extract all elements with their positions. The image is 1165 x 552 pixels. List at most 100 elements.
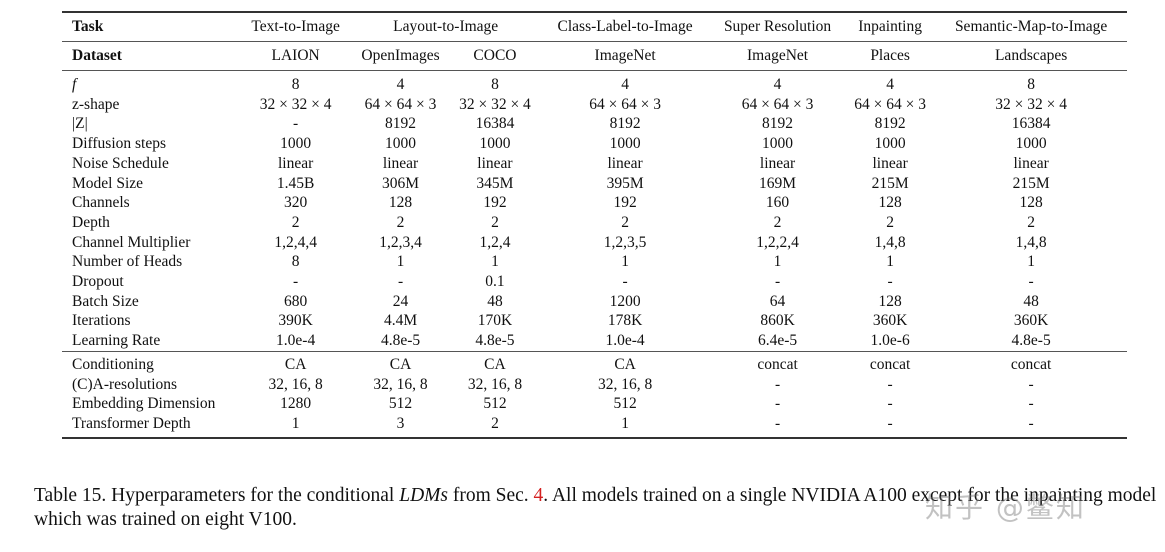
header-task: Semantic-Map-to-Image bbox=[935, 11, 1127, 42]
table-row: Depth 2 2 2 2 2 2 2 bbox=[62, 213, 1127, 233]
table-cell: 2 bbox=[396, 213, 405, 231]
table-cell: linear bbox=[382, 154, 419, 172]
row-label: Diffusion steps bbox=[62, 134, 240, 154]
dataset-label: Dataset bbox=[72, 47, 122, 64]
header-dataset-label: Dataset bbox=[62, 41, 240, 71]
task-label: Task bbox=[72, 18, 104, 35]
table-row: Noise Schedule linear linear linear linear li… bbox=[62, 154, 1127, 174]
table-cell: 4.8e-5 bbox=[1011, 332, 1051, 350]
table-row: Dropout - - 0.1 - - - - bbox=[62, 272, 1127, 292]
row-label: Batch Size bbox=[62, 292, 240, 312]
table-row: z-shape 32 × 32 × 4 64 × 64 × 3 32 × 32 × 4… bbox=[62, 95, 1127, 115]
table-cell: 128 bbox=[878, 194, 902, 212]
table-cell: - bbox=[293, 273, 299, 291]
table-cell: 1,4,8 bbox=[1015, 233, 1047, 251]
row-label-text: Batch Size bbox=[72, 292, 139, 310]
table-row: Diffusion steps 1000 1000 1000 1000 1000 1000 1… bbox=[62, 134, 1127, 154]
table-cell: 64 × 64 × 3 bbox=[854, 95, 926, 113]
table-cell: CA bbox=[351, 350, 450, 375]
table-cell: 345M bbox=[476, 174, 514, 192]
table-cell: - bbox=[293, 115, 299, 133]
table-cell: 1000 bbox=[609, 135, 641, 153]
table-cell: - bbox=[710, 413, 845, 439]
table-cell: 395M bbox=[606, 174, 644, 192]
row-label-text: |Z| bbox=[72, 115, 88, 133]
table-cell: - bbox=[887, 395, 893, 413]
table-cell: 4.8e-5 bbox=[475, 332, 515, 350]
table-cell: - bbox=[397, 273, 404, 291]
table-cell: - bbox=[1028, 375, 1034, 393]
section-reference-link[interactable]: 4 bbox=[533, 485, 544, 506]
table-row: Transformer Depth 1 3 2 1- - - bbox=[62, 413, 1127, 439]
table-cell: 4.8e-5 bbox=[380, 332, 421, 350]
table-cell: 1280 bbox=[280, 395, 312, 413]
table-cell: linear bbox=[277, 154, 314, 172]
caption-ldms: LDMs bbox=[399, 485, 448, 506]
table-cell: 1000 bbox=[762, 135, 794, 153]
table-cell: 1000 bbox=[1015, 135, 1047, 153]
table-cell: 360K bbox=[872, 312, 908, 330]
row-label: Channels bbox=[62, 193, 240, 213]
table-cell: 4 bbox=[621, 76, 629, 93]
table-row: (C)A-resolutions 32, 16, 8 32, 16, 8 32, 16… bbox=[62, 375, 1127, 395]
table-cell: 1,2,4,4 bbox=[274, 233, 317, 251]
table-cell: 320 bbox=[284, 194, 308, 212]
table-cell: 8192 bbox=[609, 115, 641, 133]
table-cell: 680 bbox=[284, 292, 308, 310]
row-label: Depth bbox=[62, 213, 240, 233]
row-label-text: z-shape bbox=[72, 95, 120, 113]
table-row: Number of Heads 8 1 1 1 1 1 1 bbox=[62, 252, 1127, 272]
table-cell: 192 bbox=[613, 194, 637, 212]
table-cell: 170K bbox=[477, 312, 513, 330]
table-cell: 360K bbox=[1013, 312, 1049, 330]
hyperparameter-table: Task Text-to-Image Layout-to-Image Class-La… bbox=[62, 11, 1127, 439]
table-cell: 24 bbox=[392, 292, 409, 310]
table-cell: 8192 bbox=[385, 115, 417, 133]
table-cell: 1,2,3,5 bbox=[603, 233, 647, 251]
table-cell: 192 bbox=[483, 194, 507, 212]
table-cell: 64 bbox=[769, 292, 786, 310]
row-label-text: Channels bbox=[72, 194, 130, 212]
table-cell: 4 bbox=[773, 76, 782, 93]
header-task-label: Task bbox=[62, 11, 240, 42]
header-task: Class-Label-to-Image bbox=[540, 11, 711, 42]
table-cell: 2 bbox=[773, 213, 782, 231]
table-cell: 1.0e-4 bbox=[605, 332, 645, 350]
table-caption: Table 15. Hyperparameters for the condit… bbox=[34, 484, 1159, 532]
row-label-text: Embedding Dimension bbox=[72, 395, 216, 413]
table-cell: 1,2,4 bbox=[479, 233, 511, 251]
header-dataset: ImageNet bbox=[540, 41, 711, 71]
row-label-text: (C)A-resolutions bbox=[72, 375, 178, 393]
table-cell: 1000 bbox=[385, 135, 417, 153]
caption-mid: from Sec. bbox=[447, 485, 534, 506]
row-label-text: Conditioning bbox=[72, 355, 154, 373]
header-dataset: LAION bbox=[240, 41, 352, 71]
table-cell: linear bbox=[607, 154, 643, 172]
table-row: Batch Size 680 24 48 1200 64 128 48 bbox=[62, 292, 1127, 312]
table-cell: 1 bbox=[1027, 253, 1035, 271]
table-cell: 512 bbox=[388, 395, 413, 413]
table-cell: 2 bbox=[621, 213, 629, 231]
table-cell: 64 × 64 × 3 bbox=[741, 95, 814, 113]
table-cell: - bbox=[887, 273, 893, 291]
row-label: Channel Multiplier bbox=[62, 233, 240, 253]
header-task: Inpainting bbox=[845, 11, 936, 42]
row-label-text: f bbox=[72, 76, 77, 93]
table-cell: 64 × 64 × 3 bbox=[364, 95, 437, 113]
table-cell: 1.45B bbox=[276, 174, 315, 192]
table-cell: 1.0e-6 bbox=[870, 332, 910, 350]
table-cell: - bbox=[774, 375, 781, 393]
table-cell: - bbox=[935, 413, 1127, 439]
table-row: Conditioning CA CA CA CA concat concat concat bbox=[62, 350, 1127, 375]
table-cell: 1 bbox=[773, 253, 782, 271]
table-cell: 2 bbox=[1027, 213, 1035, 231]
table-cell: 48 bbox=[1023, 292, 1039, 310]
table-cell: CA bbox=[240, 350, 352, 375]
row-label: (C)A-resolutions bbox=[62, 375, 240, 395]
table-cell: 1 bbox=[396, 253, 405, 271]
header-dataset: ImageNet bbox=[710, 41, 845, 71]
table-row: |Z| - 8192 16384 8192 8192 8192 16384 bbox=[62, 114, 1127, 134]
row-label: Embedding Dimension bbox=[62, 394, 240, 414]
watermark: 知乎 @鳖知 bbox=[925, 491, 1086, 524]
table-cell: 1200 bbox=[609, 292, 641, 310]
